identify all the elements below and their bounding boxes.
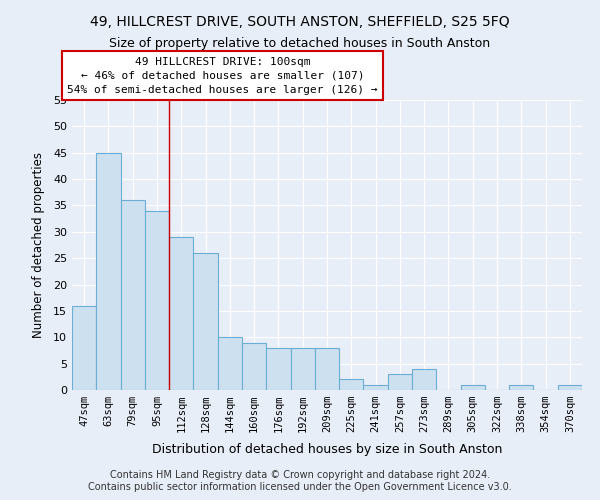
Bar xyxy=(266,348,290,390)
Bar xyxy=(290,348,315,390)
Text: Size of property relative to detached houses in South Anston: Size of property relative to detached ho… xyxy=(109,38,491,51)
Text: Contains HM Land Registry data © Crown copyright and database right 2024.: Contains HM Land Registry data © Crown c… xyxy=(110,470,490,480)
Bar xyxy=(412,369,436,390)
X-axis label: Distribution of detached houses by size in South Anston: Distribution of detached houses by size … xyxy=(152,444,502,456)
Bar xyxy=(145,210,169,390)
Bar xyxy=(509,384,533,390)
Bar xyxy=(121,200,145,390)
Text: 49 HILLCREST DRIVE: 100sqm
← 46% of detached houses are smaller (107)
54% of sem: 49 HILLCREST DRIVE: 100sqm ← 46% of deta… xyxy=(67,56,378,94)
Bar xyxy=(242,342,266,390)
Bar xyxy=(558,384,582,390)
Bar xyxy=(388,374,412,390)
Bar xyxy=(96,152,121,390)
Y-axis label: Number of detached properties: Number of detached properties xyxy=(32,152,44,338)
Bar xyxy=(364,384,388,390)
Bar xyxy=(72,306,96,390)
Bar xyxy=(218,338,242,390)
Bar xyxy=(315,348,339,390)
Text: Contains public sector information licensed under the Open Government Licence v3: Contains public sector information licen… xyxy=(88,482,512,492)
Bar xyxy=(339,380,364,390)
Bar xyxy=(461,384,485,390)
Text: 49, HILLCREST DRIVE, SOUTH ANSTON, SHEFFIELD, S25 5FQ: 49, HILLCREST DRIVE, SOUTH ANSTON, SHEFF… xyxy=(90,15,510,29)
Bar xyxy=(193,253,218,390)
Bar xyxy=(169,237,193,390)
